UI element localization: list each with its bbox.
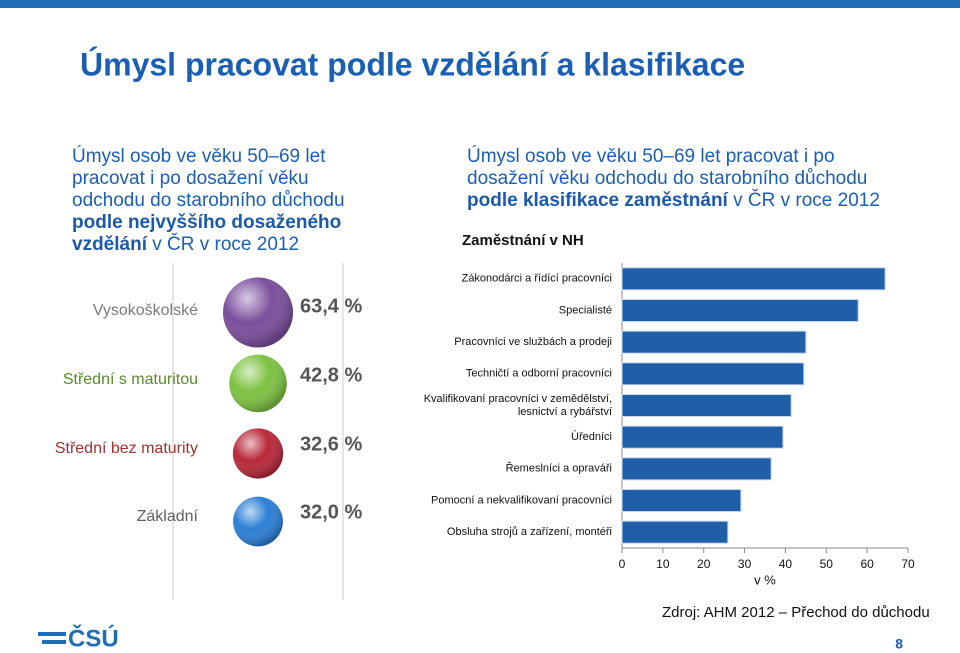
value-label: 63,4 %: [300, 295, 362, 317]
category-label: Specialisté: [559, 304, 612, 316]
left-description: Úmysl osob ve věku 50–69 let pracovat i …: [72, 146, 372, 256]
bar: [621, 267, 886, 291]
text-bold: podle nejvyššího dosaženého vzdělání: [72, 212, 342, 255]
x-tick-label: 40: [779, 557, 793, 571]
bar: [621, 299, 859, 322]
text: v ČR v roce 2012: [727, 190, 880, 211]
logo-bar: [38, 632, 66, 636]
label-line: lesnictví a rybářství: [518, 406, 612, 418]
bar: [621, 362, 805, 386]
x-tick-label: 0: [619, 557, 626, 571]
value-label: 32,0 %: [300, 501, 362, 523]
top-band: [0, 0, 960, 8]
value-label: 42,8 %: [300, 364, 362, 386]
category-label: Pomocní a nekvalifikovaní pracovníci: [431, 494, 612, 506]
bar: [621, 394, 792, 417]
label-line: Kvalifikovaní pracovníci v zemědělství,: [424, 393, 612, 405]
right-description: Úmysl osob ve věku 50–69 let pracovat i …: [467, 146, 897, 212]
bar: [621, 489, 742, 512]
text: Úmysl osob ve věku 50–69 let pracovat i …: [467, 146, 868, 189]
logo: ČSÚ: [38, 624, 119, 652]
text: v ČR v roce 2012: [146, 234, 300, 255]
bar: [621, 457, 772, 481]
source: Zdroj: AHM 2012 – Přechod do důchodu: [662, 604, 930, 621]
category-label: Zákonodárci a řídící pracovníci: [462, 273, 612, 285]
sphere-shine: [233, 496, 283, 547]
bar: [621, 330, 807, 354]
sphere-shine: [229, 354, 287, 413]
category-label: Úředníci: [571, 430, 612, 443]
x-axis-label: v %: [754, 572, 776, 587]
text: Úmysl osob ve věku 50–69 let pracovat i …: [72, 146, 345, 211]
value-label: 32,6 %: [300, 433, 362, 455]
category-label: Základní: [137, 508, 199, 525]
category-label: Vysokoškolské: [93, 302, 198, 319]
text-bold: podle klasifikace zaměstnání: [467, 190, 728, 211]
category-label: Obsluha strojů a zařízení, montéři: [447, 526, 612, 538]
category-label: Kvalifikovaní pracovníci v zemědělství, l…: [424, 393, 612, 418]
x-tick-label: 70: [901, 557, 915, 571]
category-label: Střední s maturitou: [63, 371, 198, 388]
category-label: Střední bez maturity: [55, 440, 198, 457]
x-tick-label: 20: [697, 557, 711, 571]
bar: [621, 425, 784, 449]
page-number: 8: [895, 636, 903, 652]
category-label: Pracovníci ve službách a prodeji: [454, 336, 612, 348]
x-tick-label: 30: [738, 557, 752, 571]
bar: [621, 520, 729, 544]
slide-title: Úmysl pracovat podle vzdělání a klasifik…: [80, 46, 745, 82]
category-label: Techničtí a odborní pracovníci: [466, 368, 612, 380]
logo-text: ČSÚ: [68, 624, 119, 652]
chart-subtitle: Zaměstnání v NH: [462, 232, 584, 249]
category-label: Řemeslníci a opraváři: [506, 462, 612, 475]
sphere-shine: [222, 277, 294, 348]
sphere-shine: [232, 428, 284, 479]
x-tick-label: 50: [820, 557, 834, 571]
x-tick-label: 60: [860, 557, 874, 571]
logo-bar: [42, 640, 66, 644]
x-tick-label: 10: [656, 557, 670, 571]
